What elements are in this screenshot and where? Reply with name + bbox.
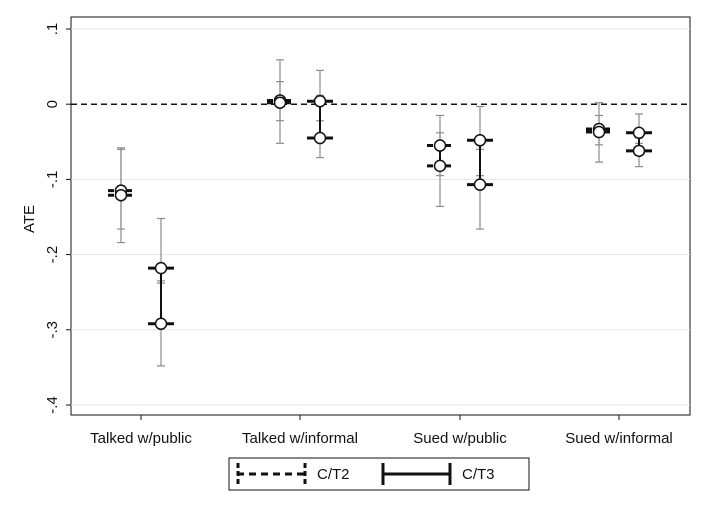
x-tick-label: Talked w/public xyxy=(90,430,192,447)
estimate-point xyxy=(154,317,168,331)
estimate-point xyxy=(313,94,327,108)
estimate-point xyxy=(154,261,168,275)
y-tick-label: -.4 xyxy=(44,396,61,414)
y-tick-label: 0 xyxy=(44,100,61,108)
x-tick-label: Sued w/public xyxy=(413,430,507,447)
y-tick-label: -.3 xyxy=(44,321,61,339)
legend-label: C/T3 xyxy=(462,466,495,483)
x-tick-label: Talked w/informal xyxy=(242,430,358,447)
y-tick-label: -.1 xyxy=(44,171,61,189)
estimate-point xyxy=(273,96,287,109)
estimate-point xyxy=(473,178,487,191)
y-tick-label: -.2 xyxy=(44,246,61,264)
estimate-point xyxy=(473,134,487,147)
estimate-point xyxy=(313,131,327,145)
estimate-point xyxy=(632,126,646,140)
legend-label: C/T2 xyxy=(317,466,350,483)
plot-frame xyxy=(70,16,691,416)
estimate-point xyxy=(433,139,447,152)
y-axis-title: ATE xyxy=(21,205,38,233)
estimate-point xyxy=(114,188,128,202)
y-tick-label: .1 xyxy=(44,23,61,36)
estimate-point xyxy=(433,159,447,173)
x-tick-label: Sued w/informal xyxy=(565,430,673,447)
estimate-point xyxy=(592,125,606,139)
estimate-point xyxy=(632,144,646,158)
